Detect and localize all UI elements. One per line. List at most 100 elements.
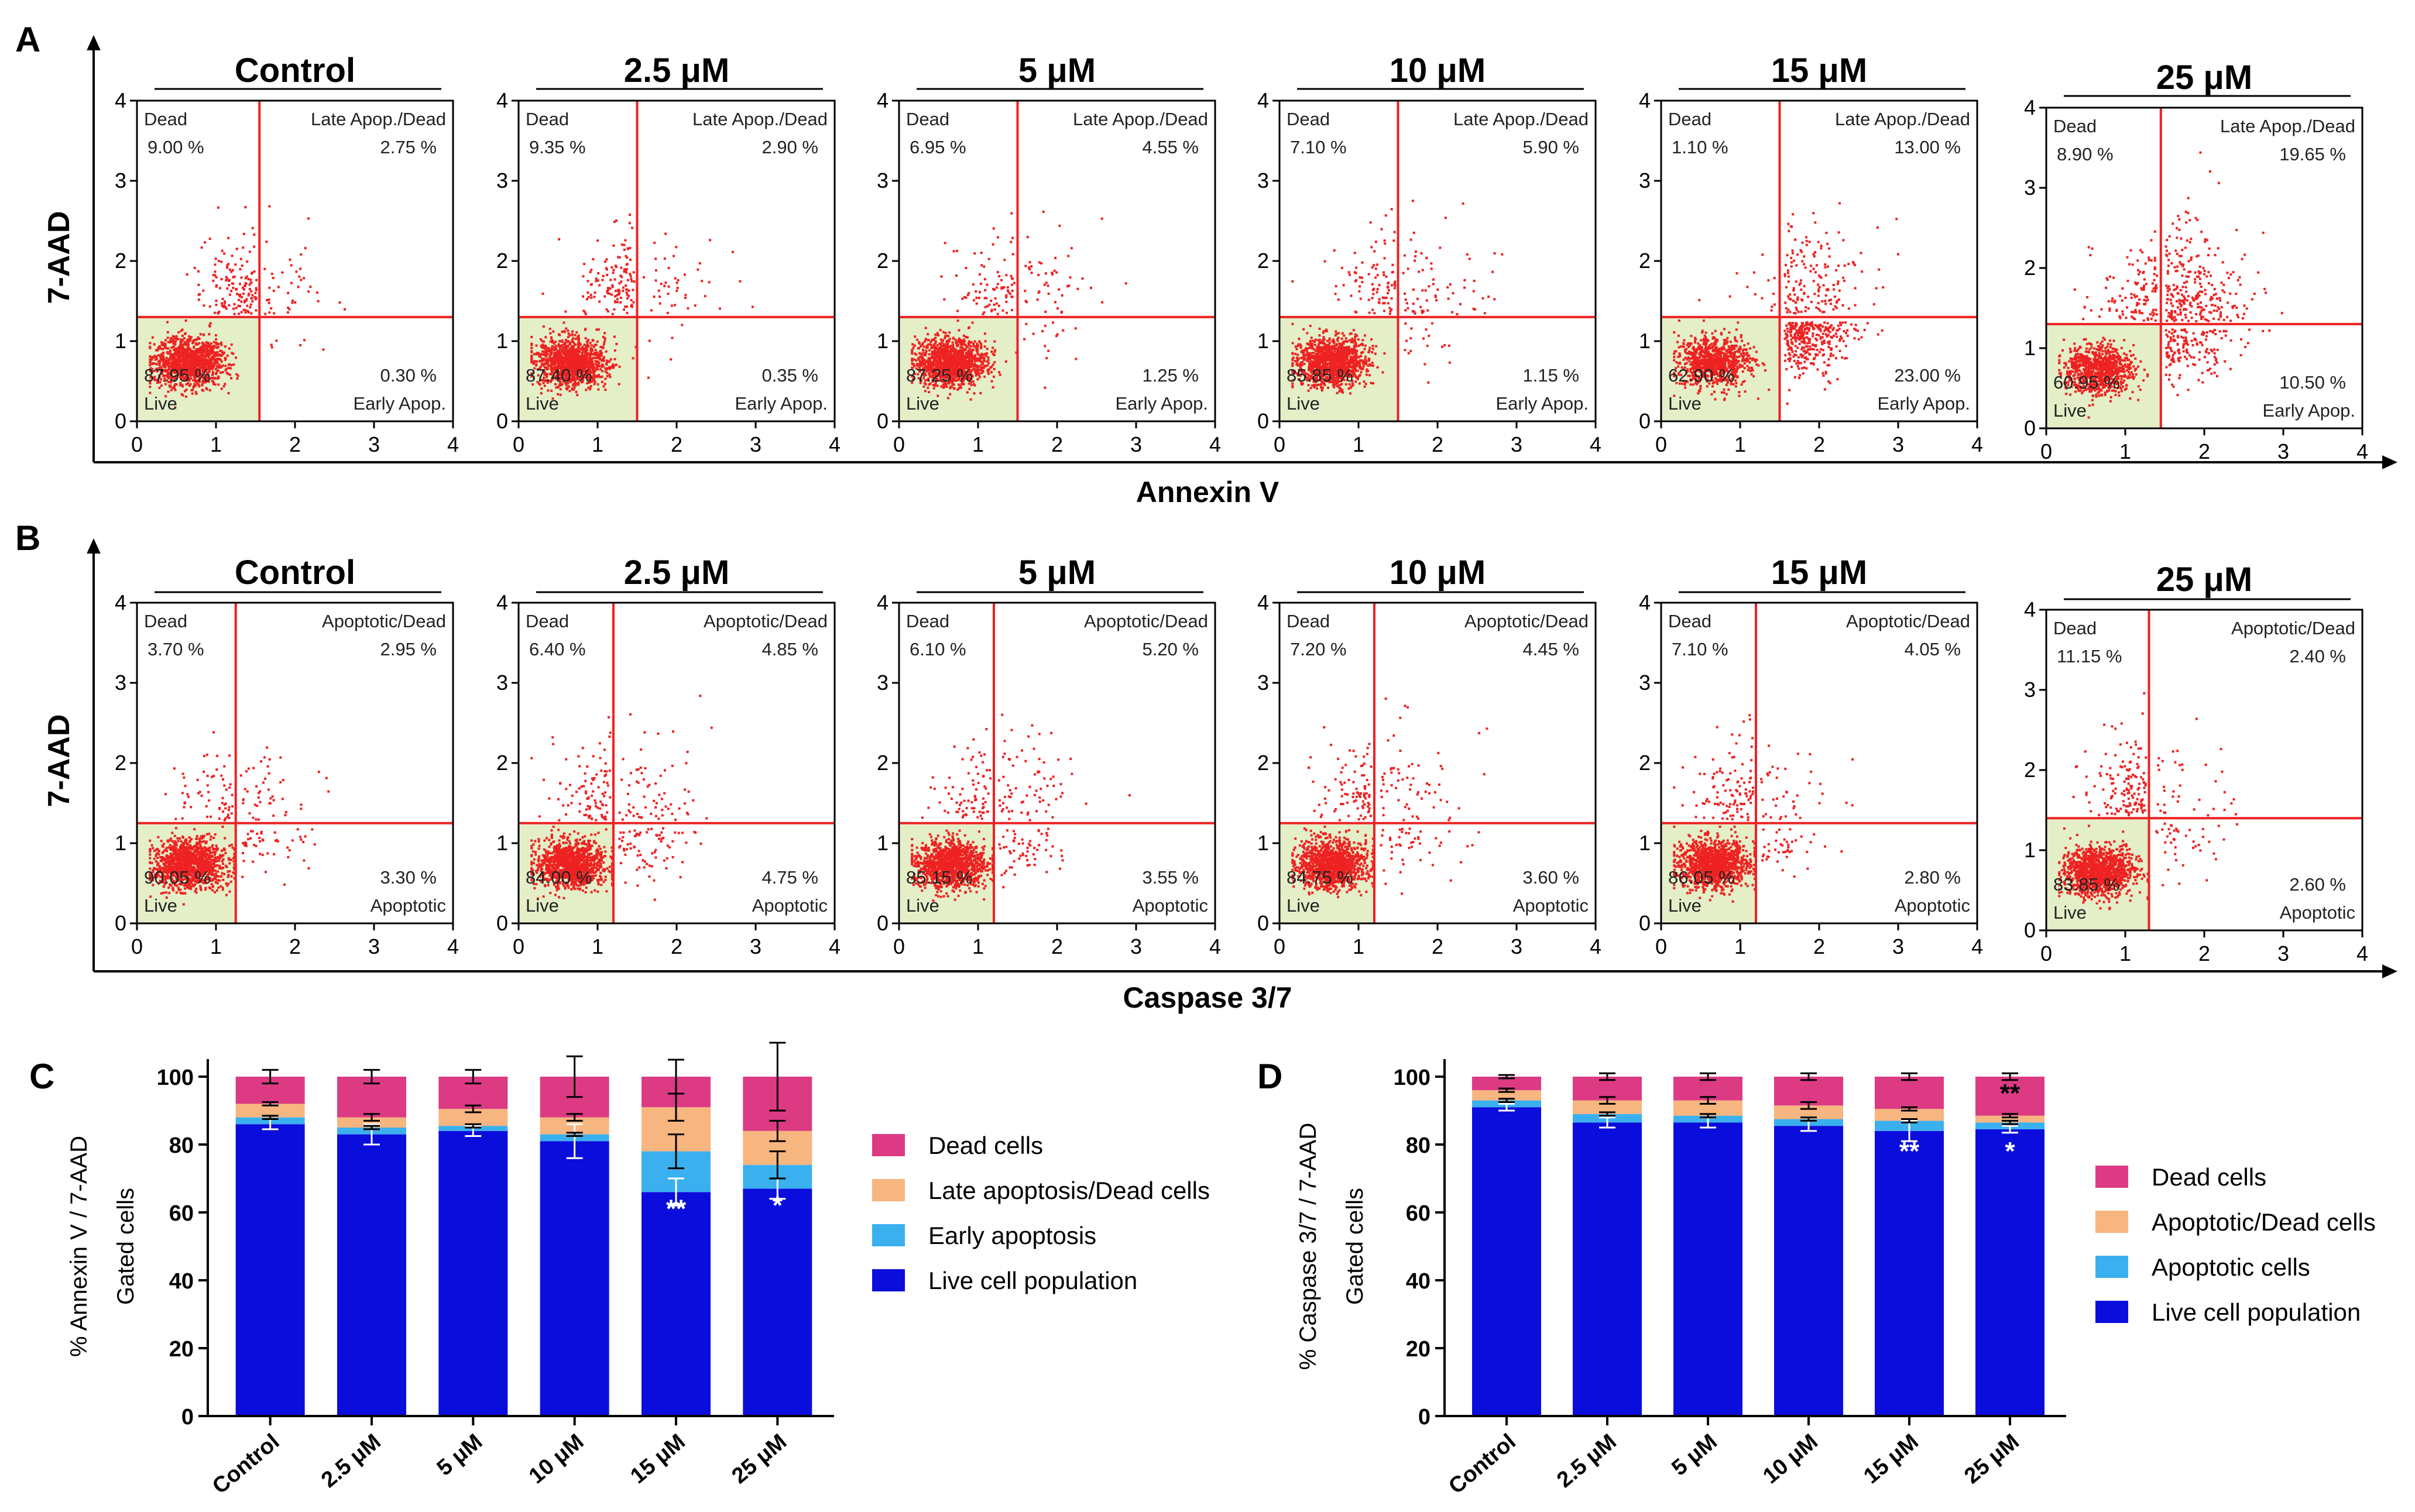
flow-dot xyxy=(225,307,228,310)
flow-dot xyxy=(1025,322,1028,325)
flow-dot xyxy=(204,345,207,348)
flow-dot xyxy=(210,349,212,352)
flow-dot xyxy=(203,359,206,362)
flow-dot xyxy=(660,283,663,286)
flow-dot xyxy=(613,300,616,303)
flow-dot xyxy=(540,387,543,390)
flow-dot xyxy=(628,222,631,225)
flow-dot xyxy=(177,353,180,356)
flow-dot xyxy=(609,358,612,361)
flow-dot xyxy=(171,353,174,356)
flow-dot xyxy=(255,279,258,281)
flow-dot xyxy=(244,277,247,280)
flow-dot xyxy=(582,295,585,298)
flow-dot xyxy=(623,243,626,246)
flow-dot xyxy=(603,338,606,341)
flow-dot xyxy=(537,374,540,377)
flow-dot xyxy=(187,359,190,362)
flow-dot xyxy=(553,351,556,354)
flow-dot xyxy=(156,363,159,366)
flow-dot xyxy=(187,341,190,343)
flow-dot xyxy=(564,310,567,313)
flow-dot xyxy=(549,340,552,343)
flow-dot xyxy=(1032,332,1035,335)
flow-dot xyxy=(181,338,184,341)
x-tick-label: 3 xyxy=(1130,432,1142,456)
flow-dot xyxy=(163,377,166,380)
flow-dot xyxy=(1028,261,1031,264)
flow-dot xyxy=(567,336,570,338)
flow-dot xyxy=(619,301,622,304)
flow-dot xyxy=(218,358,221,361)
flow-dot xyxy=(1426,309,1429,312)
flow-dot xyxy=(202,289,205,292)
flow-dot xyxy=(267,301,270,304)
flow-dot xyxy=(165,374,168,377)
flow-dot xyxy=(186,360,188,363)
flow-dot xyxy=(272,277,275,280)
flow-dot xyxy=(208,344,211,347)
flow-dot xyxy=(1363,348,1366,350)
flow-dot xyxy=(220,349,223,352)
flow-dot xyxy=(250,290,253,293)
flow-dot xyxy=(162,351,165,354)
flow-dot xyxy=(630,280,633,283)
flow-dot xyxy=(270,346,273,349)
flow-dot xyxy=(149,379,152,382)
flow-dot xyxy=(225,372,228,374)
flow-dot xyxy=(207,366,210,369)
flow-dot xyxy=(606,310,609,313)
flow-dot xyxy=(997,304,1000,307)
flow-dot xyxy=(1044,272,1047,275)
flow-dot xyxy=(181,363,184,366)
flow-dot xyxy=(584,337,587,340)
flow-dot xyxy=(251,294,254,297)
flow-dot xyxy=(198,380,201,383)
flow-dot xyxy=(179,370,182,373)
flow-dot xyxy=(1380,228,1383,231)
flow-dot xyxy=(166,375,169,378)
flow-dot xyxy=(215,359,218,362)
flow-dot xyxy=(924,327,927,329)
flow-dot xyxy=(990,371,993,374)
flow-dot xyxy=(1037,274,1040,276)
flow-dot xyxy=(167,372,170,374)
flow-dot xyxy=(584,350,586,353)
flow-dot xyxy=(1294,345,1297,348)
flow-dot xyxy=(173,337,176,339)
flow-dot xyxy=(577,338,579,341)
flow-dot xyxy=(176,366,179,369)
flow-dot xyxy=(268,311,271,314)
flow-dot xyxy=(995,302,998,305)
flow-dot xyxy=(247,311,250,314)
flow-dot xyxy=(221,249,224,252)
flow-dot xyxy=(630,277,633,280)
flow-dot xyxy=(947,335,950,338)
flow-dot xyxy=(585,389,588,391)
flow-dot xyxy=(951,386,953,389)
flow-dot xyxy=(157,354,160,357)
flow-dot xyxy=(246,310,249,312)
flow-dot xyxy=(694,304,697,307)
flow-dot xyxy=(626,279,629,281)
flow-dot xyxy=(205,377,208,380)
flow-dot xyxy=(623,308,626,311)
flow-dot xyxy=(1419,305,1422,308)
flow-dot xyxy=(568,352,571,354)
flow-dot xyxy=(179,341,182,343)
flow-dot xyxy=(193,385,195,388)
flow-dot xyxy=(602,365,605,367)
flow-dot xyxy=(603,295,606,298)
flow-dot xyxy=(177,331,180,334)
flow-dot xyxy=(584,328,587,331)
flow-dot xyxy=(1062,329,1065,332)
flow-dot xyxy=(238,298,240,301)
flow-dot xyxy=(626,297,629,300)
flow-dot xyxy=(198,362,201,364)
flow-dot xyxy=(666,311,669,314)
flow-dot xyxy=(544,336,547,339)
flow-dot xyxy=(1291,322,1294,325)
flow-dot xyxy=(620,280,623,283)
flow-dot xyxy=(1333,386,1336,389)
